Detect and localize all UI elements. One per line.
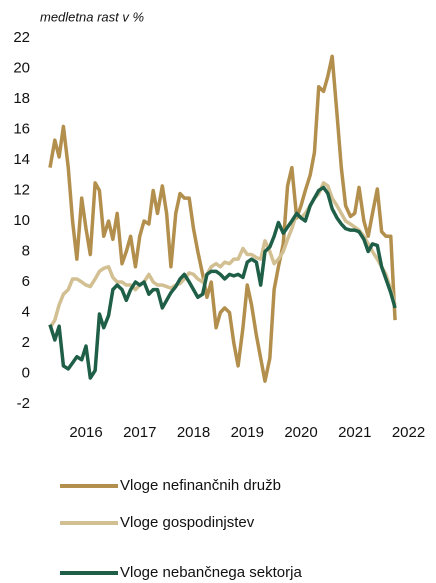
- x-tick-label: 2021: [338, 424, 371, 441]
- legend-label: Vloge nebančnega sektorja: [120, 564, 302, 581]
- y-tick-label: 0: [22, 364, 30, 381]
- y-tick-label: -2: [17, 395, 30, 412]
- x-tick-label: 2018: [177, 424, 210, 441]
- x-tick-label: 2020: [284, 424, 317, 441]
- x-tick-label: 2019: [231, 424, 264, 441]
- series-line: [48, 185, 397, 380]
- series-line: [48, 54, 397, 383]
- y-tick-label: 16: [13, 120, 30, 137]
- y-tick-label: 20: [13, 59, 30, 76]
- y-tick-label: 2: [22, 334, 30, 351]
- x-tick-label: 2022: [392, 424, 425, 441]
- y-tick-label: 8: [22, 242, 30, 259]
- y-tick-label: 10: [13, 212, 30, 229]
- x-tick-label: 2016: [69, 424, 102, 441]
- y-tick-label: 18: [13, 90, 30, 107]
- y-tick-label: 14: [13, 151, 30, 168]
- y-tick-label: 4: [22, 303, 30, 320]
- series-line: [48, 181, 397, 329]
- y-tick-label: 22: [13, 29, 30, 46]
- y-tick-label: 6: [22, 273, 30, 290]
- y-tick-label: 12: [13, 181, 30, 198]
- legend-label: Vloge gospodinjstev: [120, 514, 255, 531]
- chart-subtitle: medletna rast v %: [40, 9, 144, 24]
- legend-label: Vloge nefinančnih družb: [120, 477, 281, 494]
- x-tick-label: 2017: [123, 424, 156, 441]
